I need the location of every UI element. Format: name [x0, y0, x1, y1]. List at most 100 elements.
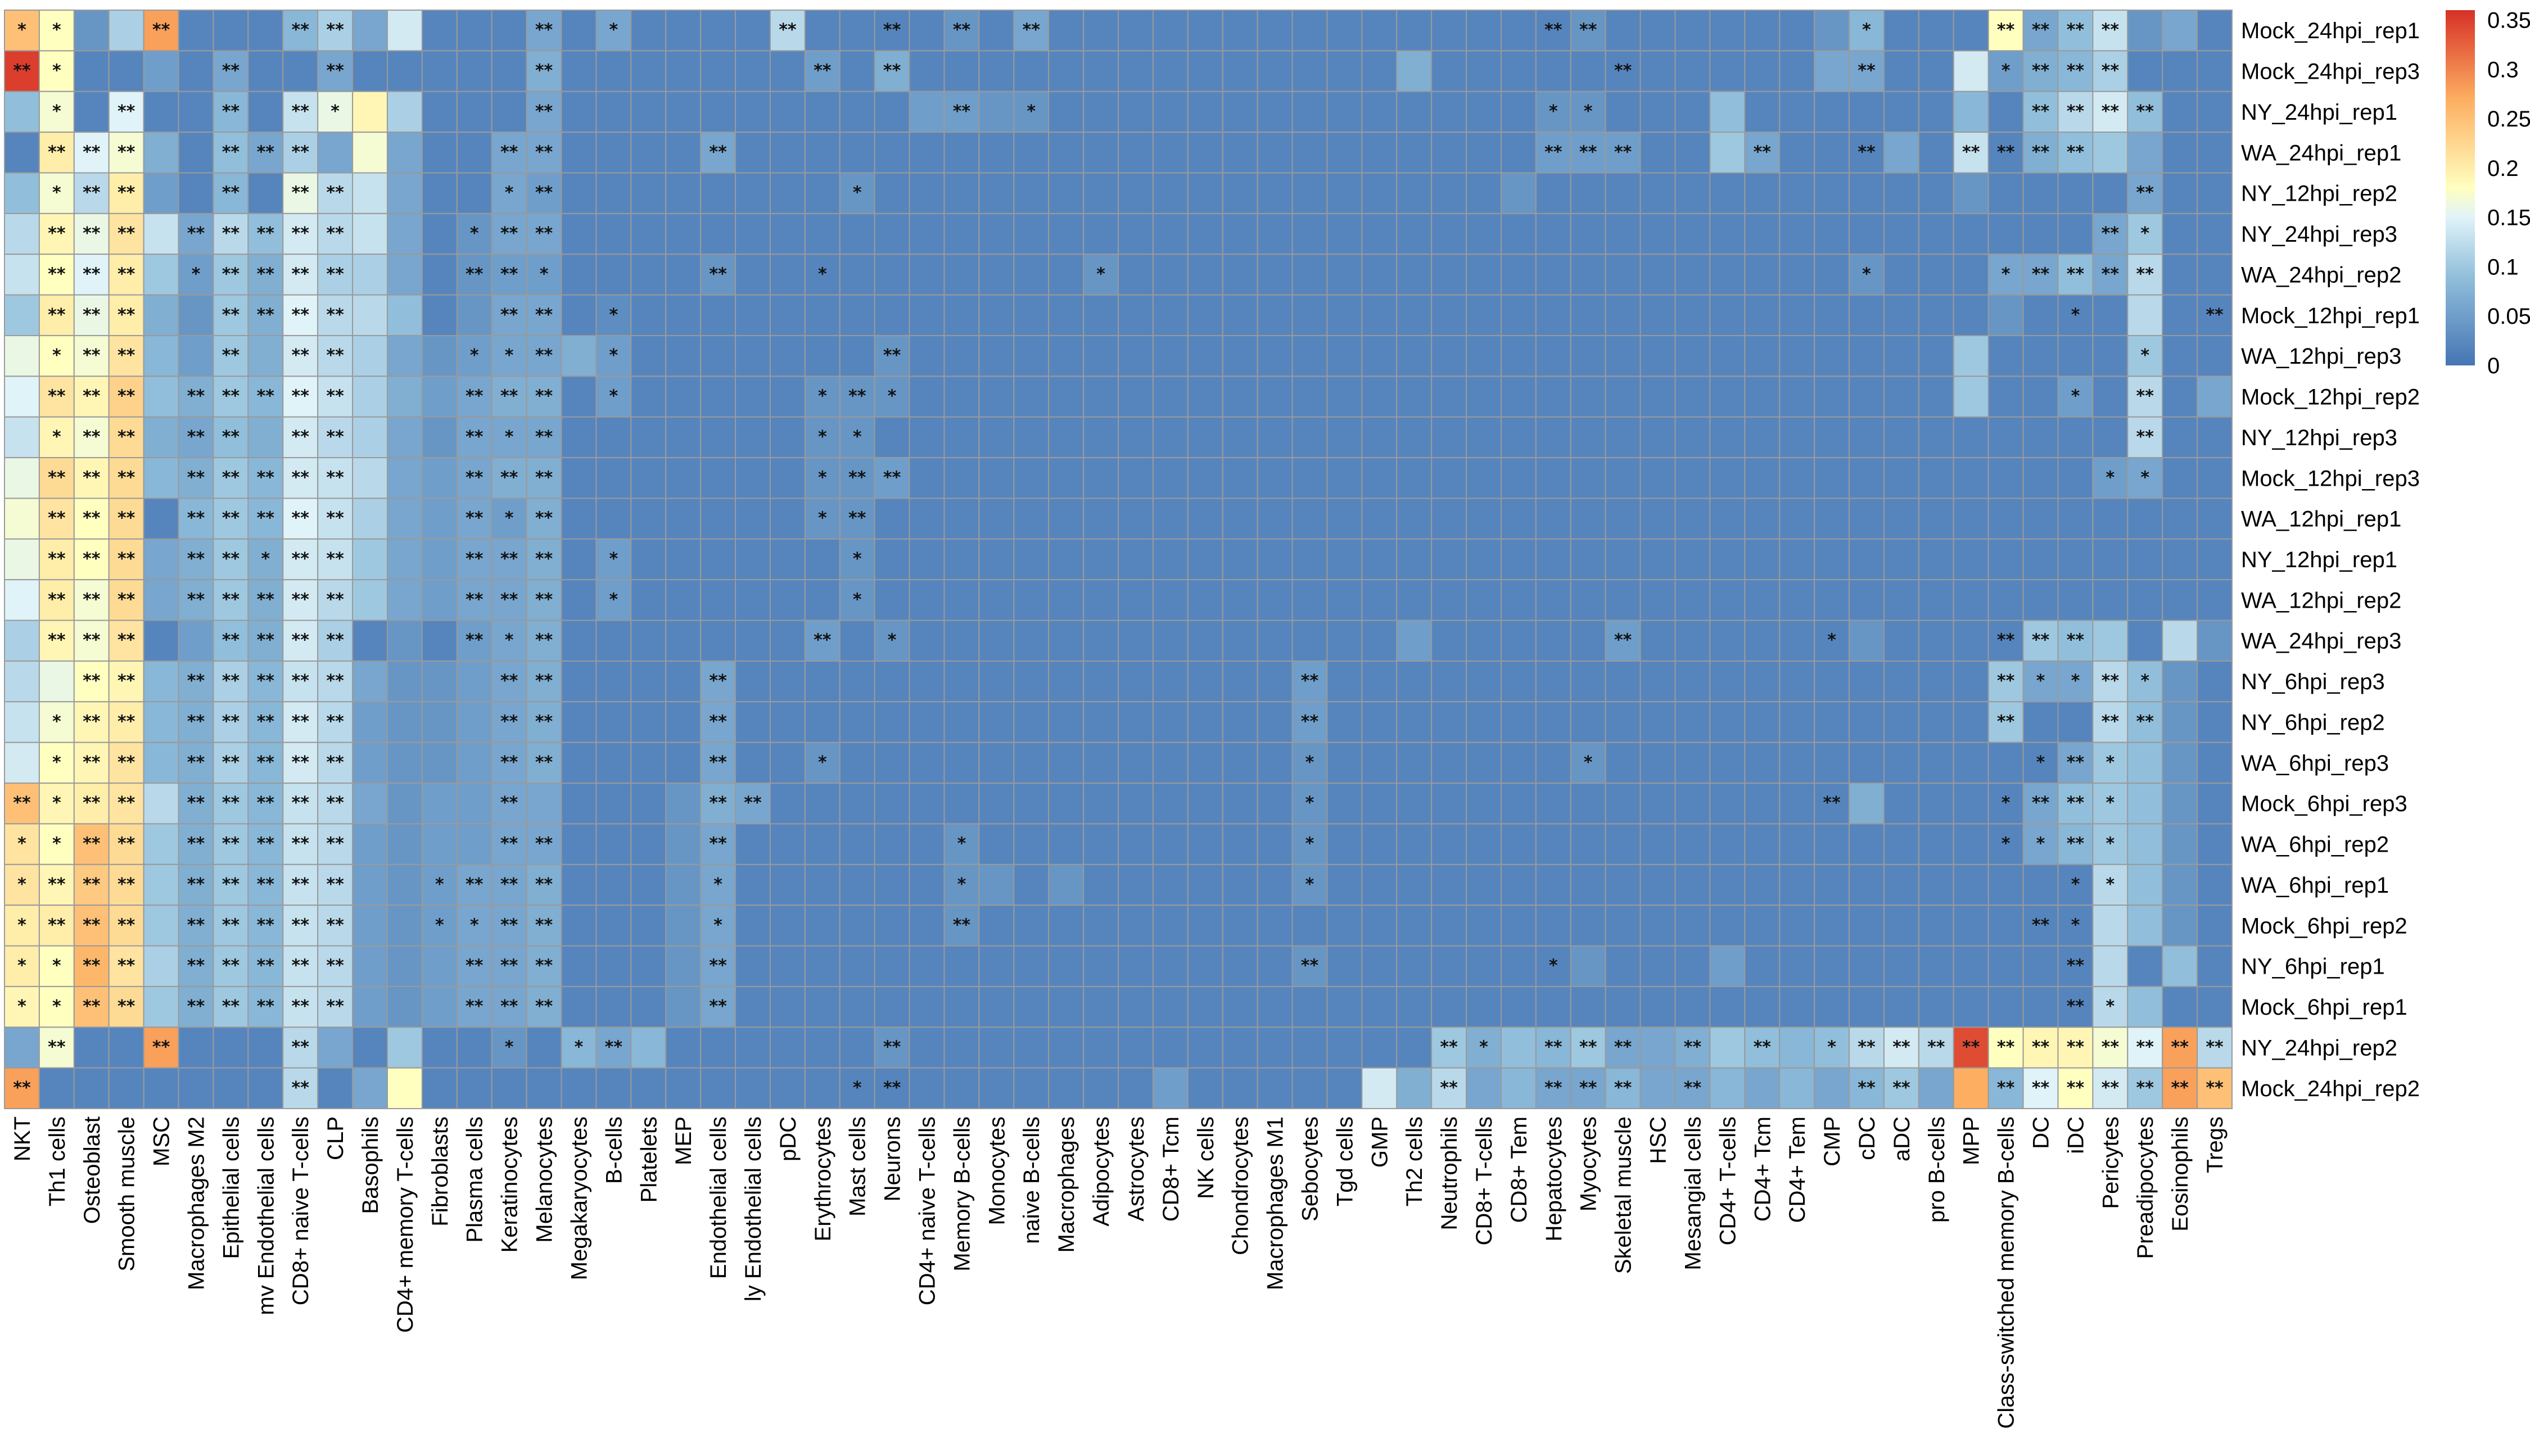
significance-mark: *: [1305, 793, 1314, 813]
significance-mark: **: [118, 183, 135, 203]
heatmap-cell: [1535, 416, 1571, 459]
heatmap-cell: [1779, 254, 1815, 296]
heatmap-cell: [1048, 1067, 1085, 1110]
heatmap-cell: [526, 376, 562, 418]
heatmap-cell: [282, 985, 319, 1028]
significance-mark: **: [2102, 224, 2120, 243]
heatmap-cell: [1605, 701, 1641, 743]
heatmap-cell: [943, 945, 980, 987]
significance-mark: **: [1301, 671, 1319, 691]
heatmap-cell: [1326, 416, 1363, 459]
heatmap-cell: [1466, 741, 1502, 784]
heatmap-cell: [1257, 538, 1293, 581]
heatmap-cell: [978, 498, 1015, 540]
heatmap-cell: [1605, 254, 1641, 296]
heatmap-cell: [561, 416, 597, 459]
heatmap-cell: [1187, 1067, 1223, 1110]
significance-mark: *: [52, 753, 61, 772]
heatmap-cell: [2197, 294, 2233, 336]
heatmap-cell: [1814, 50, 1850, 92]
significance-mark: **: [953, 915, 971, 935]
heatmap-cell: [1500, 783, 1537, 825]
heatmap-cell: [1187, 905, 1223, 947]
heatmap-cell: [1500, 294, 1537, 336]
heatmap-cell: [1187, 985, 1223, 1028]
heatmap-cell: [1083, 10, 1119, 52]
significance-mark: **: [187, 793, 205, 813]
heatmap-cell: [1466, 294, 1502, 336]
heatmap-cell: [1744, 376, 1781, 418]
heatmap-cell: [1605, 538, 1641, 581]
heatmap-cell: [1918, 1027, 1954, 1069]
heatmap-cell: [2092, 905, 2129, 947]
heatmap-cell: [421, 905, 458, 947]
heatmap-cell: [2092, 498, 2129, 540]
heatmap-cell: [1744, 416, 1781, 459]
row-label: Mock_6hpi_rep2: [2241, 914, 2407, 938]
heatmap-cell: [1326, 863, 1363, 906]
heatmap-cell: [2092, 538, 2129, 581]
heatmap-cell: [1570, 254, 1606, 296]
significance-mark: **: [500, 671, 518, 691]
heatmap-cell: [1083, 376, 1119, 418]
significance-mark: **: [292, 875, 310, 894]
heatmap-cell: [213, 212, 249, 255]
significance-mark: **: [1997, 142, 2015, 162]
heatmap-cell: [1883, 863, 1919, 906]
heatmap-cell: [909, 579, 945, 621]
heatmap-cell: [2162, 254, 2198, 296]
heatmap-cell: [178, 457, 214, 499]
significance-mark: **: [292, 631, 310, 650]
heatmap-cell: [1953, 823, 1989, 865]
heatmap-cell: [1326, 132, 1363, 174]
heatmap-cell: [317, 50, 354, 92]
heatmap-cell: [1779, 863, 1815, 906]
column-label: Neurons: [880, 1116, 905, 1201]
heatmap-cell: [1605, 91, 1641, 133]
heatmap-cell: [665, 10, 702, 52]
heatmap-cell: [1431, 660, 1467, 703]
heatmap-cell: [386, 620, 423, 662]
significance-mark: **: [326, 509, 344, 528]
heatmap-cell: [1918, 863, 1954, 906]
heatmap-cell: [178, 294, 214, 336]
heatmap-cell: [352, 660, 388, 703]
heatmap-cell: [769, 620, 806, 662]
heatmap-cell: [2197, 457, 2233, 499]
significance-mark: **: [118, 631, 135, 650]
heatmap-cell: [1709, 457, 1746, 499]
heatmap-cell: [1709, 741, 1746, 784]
significance-mark: **: [535, 183, 553, 203]
heatmap-cell: [1953, 701, 1989, 743]
significance-mark: **: [535, 915, 553, 935]
significance-mark: **: [326, 468, 344, 487]
heatmap-cell: [1709, 10, 1746, 52]
heatmap-cell: [978, 376, 1015, 418]
heatmap-cell: [630, 416, 667, 459]
heatmap-cell: [456, 945, 493, 987]
column-label: CD8+ Tcm: [1159, 1116, 1183, 1222]
heatmap-cell: [561, 91, 597, 133]
heatmap-cell: [665, 91, 702, 133]
heatmap-cell: [456, 660, 493, 703]
heatmap-cell: [38, 1067, 75, 1110]
heatmap-cell: [630, 91, 667, 133]
heatmap-cell: [1083, 579, 1119, 621]
heatmap-cell: [2092, 579, 2129, 621]
significance-mark: **: [48, 305, 66, 325]
heatmap-cell: [769, 823, 806, 865]
heatmap-cell: [700, 334, 737, 377]
heatmap-cell: [2057, 132, 2094, 174]
heatmap-cell: [352, 945, 388, 987]
heatmap-cell: [1570, 945, 1606, 987]
column-label: Melanocytes: [532, 1116, 557, 1243]
significance-mark: **: [1754, 142, 1772, 162]
heatmap-cell: [1257, 985, 1293, 1028]
heatmap-cell: [561, 50, 597, 92]
significance-mark: **: [466, 468, 484, 487]
significance-mark: **: [222, 549, 240, 569]
heatmap-cell: [909, 863, 945, 906]
heatmap-cell: [2197, 334, 2233, 377]
heatmap-cell: [1083, 91, 1119, 133]
heatmap-cell: [386, 91, 423, 133]
